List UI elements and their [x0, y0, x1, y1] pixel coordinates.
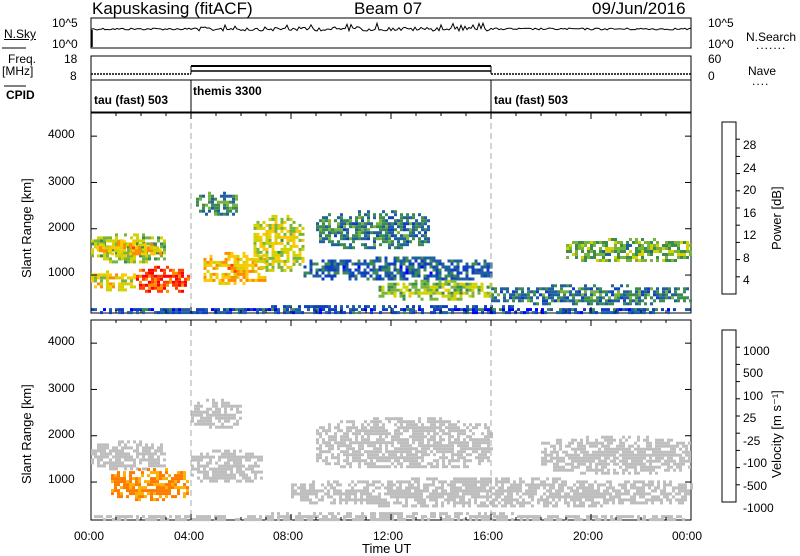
- xtick-1: 04:00: [174, 529, 204, 543]
- power-region-9: [379, 280, 493, 301]
- power-cbar-frame: [722, 122, 736, 294]
- velocity-ytick-2000: 2000: [48, 427, 75, 441]
- velocity-ytick-3000: 3000: [48, 381, 75, 395]
- velocity-heatmap: [91, 399, 693, 521]
- nsky-trace: [91, 23, 691, 31]
- power-ytick-4000: 4000: [48, 127, 75, 141]
- velocity-cbar-tick-25: 25: [743, 411, 756, 425]
- velocity-cbar-tick-500: 500: [743, 366, 763, 380]
- power-ytick-1000: 1000: [48, 265, 75, 279]
- velocity-colorbar: [722, 330, 740, 502]
- power-ytick-3000: 3000: [48, 174, 75, 188]
- power-cbar-tick-20: 20: [743, 183, 756, 197]
- velocity-cbar-tick-neg1000: -1000: [743, 501, 774, 515]
- nsky-frame: [91, 18, 691, 48]
- velocity-region-1: [111, 468, 189, 501]
- power-cbar-tick-4: 4: [743, 273, 750, 287]
- velocity-region-4: [316, 417, 493, 468]
- power-region-11: [566, 238, 692, 262]
- velocity-region-2: [191, 450, 263, 483]
- power-region-7: [316, 210, 430, 249]
- power-cbar-tick-16: 16: [743, 206, 756, 220]
- velocity-ytick-4000: 4000: [48, 334, 75, 348]
- freq-frame: [91, 56, 691, 80]
- velocity-ylabel: Slant Range [km]: [19, 384, 34, 484]
- power-heatmap: [91, 192, 692, 314]
- power-region-3: [91, 270, 136, 291]
- power-ylabel: Slant Range [km]: [19, 178, 34, 278]
- power-region-6: [254, 215, 305, 272]
- xtick-5: 20:00: [573, 529, 603, 543]
- power-cbar-tick-12: 12: [743, 228, 756, 242]
- power-region-2: [136, 266, 190, 293]
- power-cbar-label: Power [dB]: [769, 186, 784, 250]
- velocity-cbar-tick-neg100: -100: [743, 456, 767, 470]
- velocity-region-7: [94, 512, 685, 521]
- velocity-region-5: [291, 477, 693, 507]
- velocity-cbar-tick-neg500: -500: [743, 479, 767, 493]
- velocity-cbar-tick-100: 100: [743, 389, 763, 403]
- power-ytick-2000: 2000: [48, 220, 75, 234]
- velocity-region-0: [91, 440, 166, 470]
- power-region-4: [196, 192, 238, 216]
- xtick-2: 08:00: [273, 529, 303, 543]
- velocity-cbar-frame: [722, 330, 736, 502]
- velocity-cbar-tick-neg25: -25: [743, 434, 760, 448]
- xtick-6: 00:00: [672, 529, 702, 543]
- power-region-8: [304, 257, 493, 281]
- power-cbar-tick-28: 28: [743, 138, 756, 152]
- velocity-region-3: [191, 399, 242, 429]
- velocity-cbar-tick-1000: 1000: [743, 344, 770, 358]
- power-colorbar: [722, 122, 740, 294]
- xtick-4: 16:00: [473, 529, 503, 543]
- velocity-region-6: [541, 436, 691, 475]
- power-cbar-tick-24: 24: [743, 161, 756, 175]
- velocity-ytick-1000: 1000: [48, 472, 75, 486]
- power-region-10: [491, 284, 692, 305]
- cpid-frame: [91, 80, 691, 112]
- xtick-0: 00:00: [74, 529, 104, 543]
- power-cbar-tick-8: 8: [743, 251, 750, 265]
- velocity-cbar-label: Velocity [m s⁻¹]: [769, 390, 785, 478]
